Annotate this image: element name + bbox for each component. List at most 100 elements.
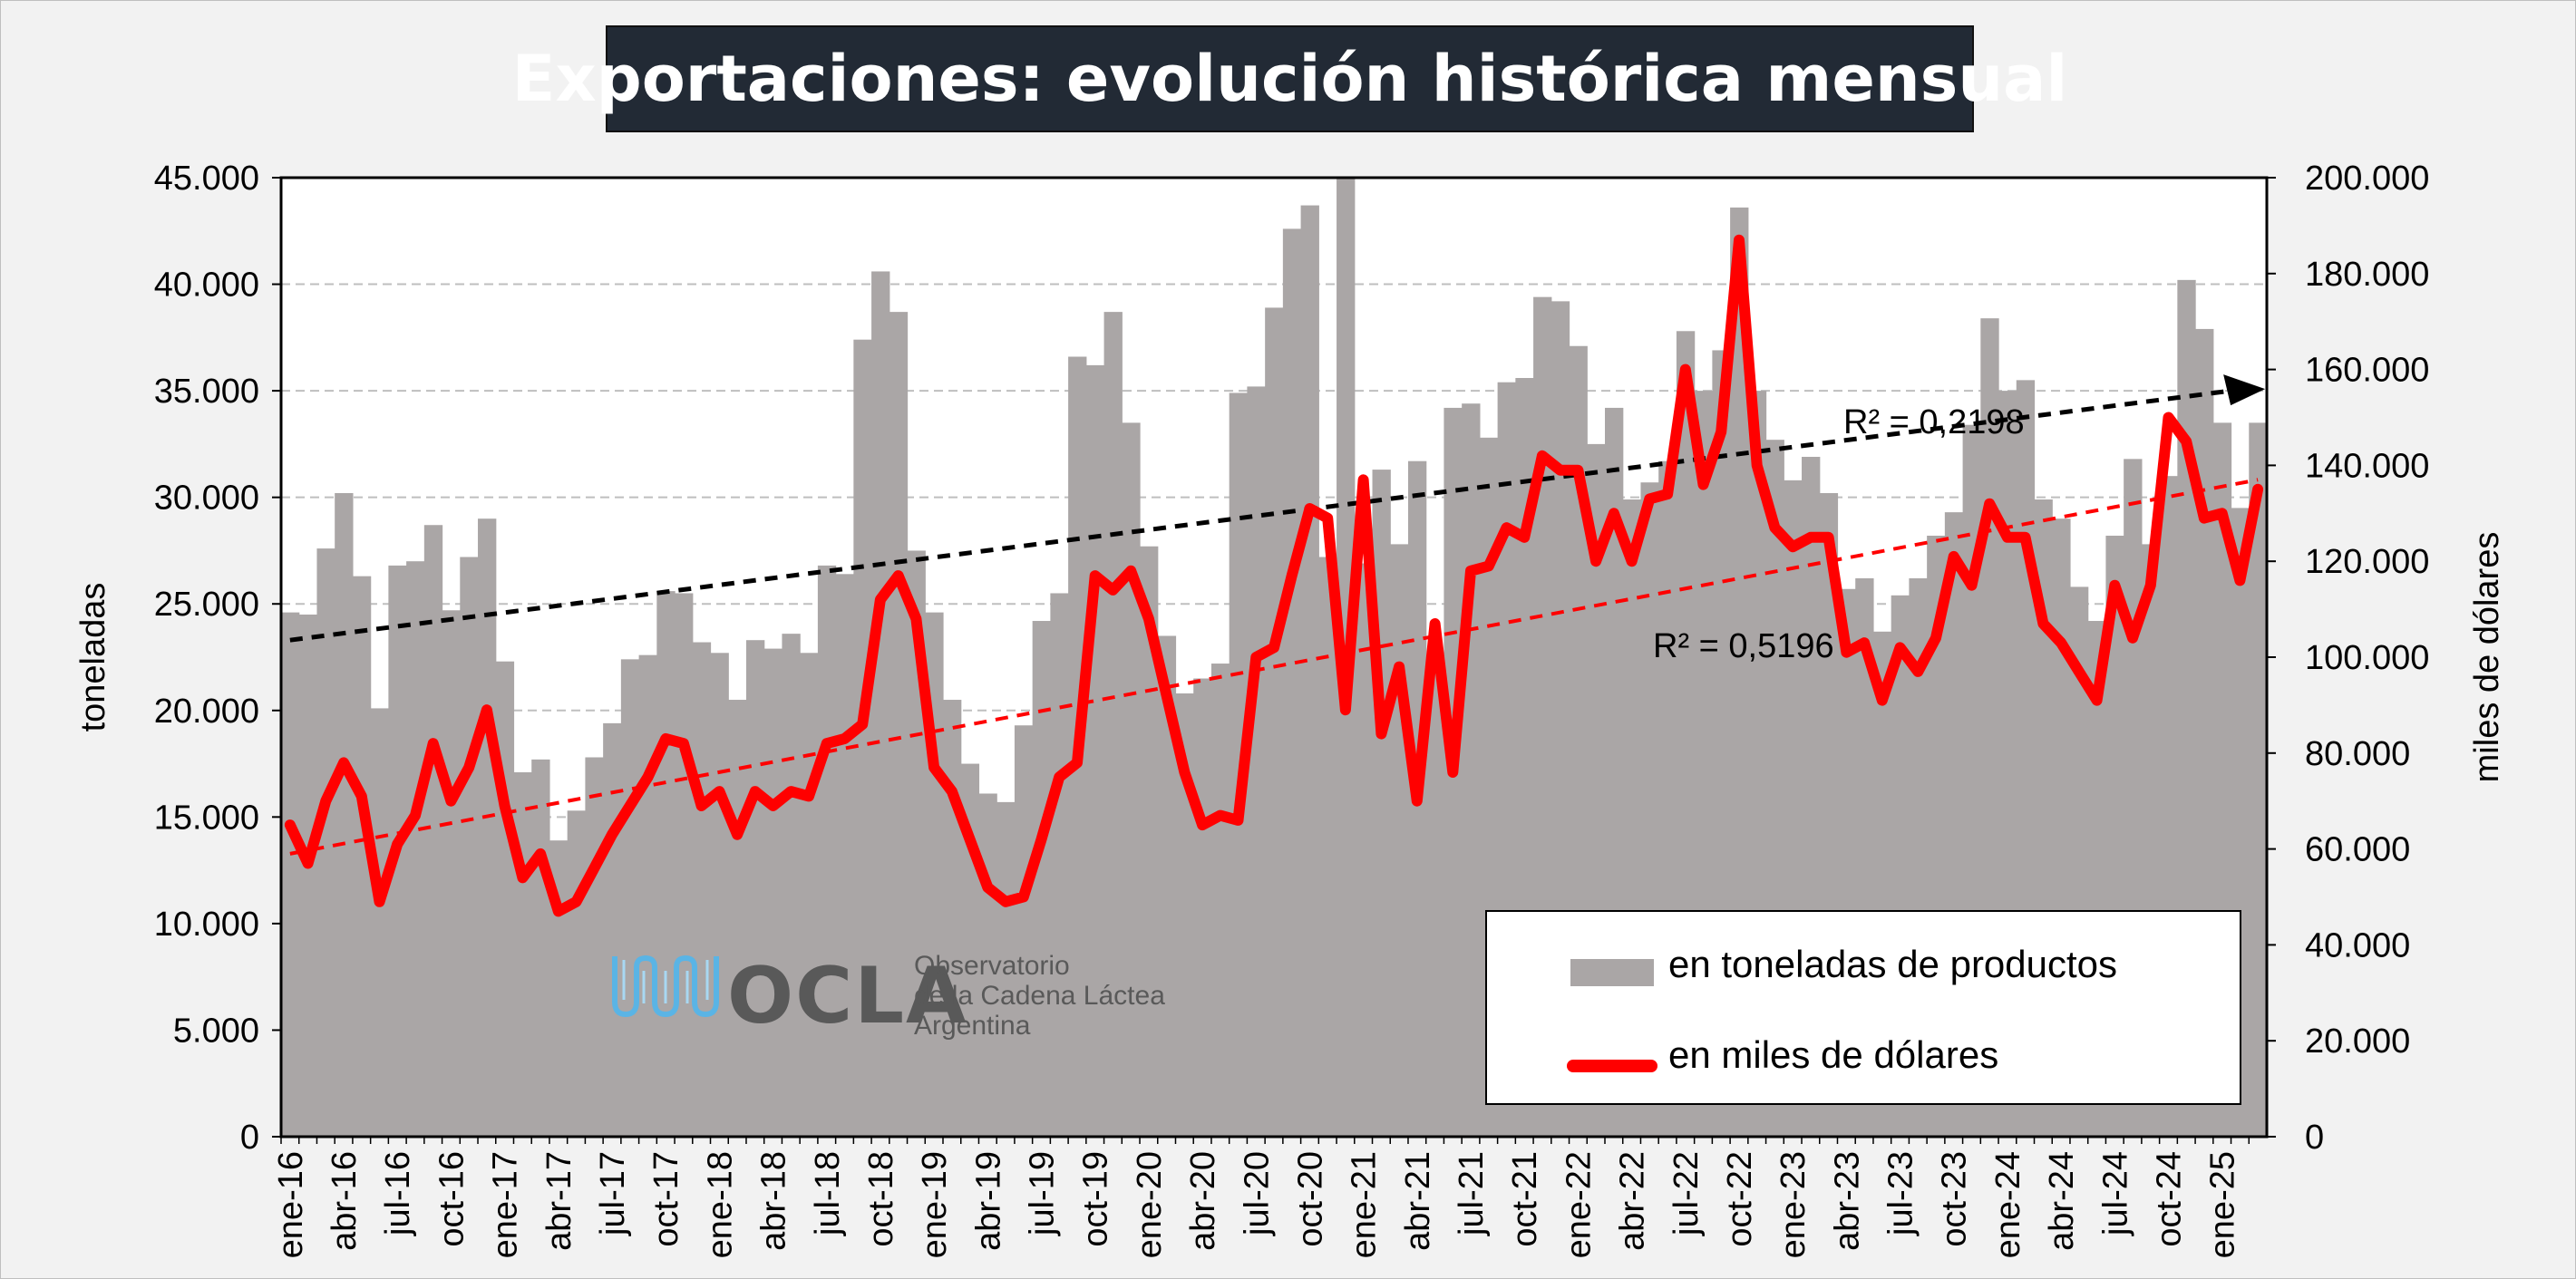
- logo-subtitle: Observatorio de la Cadena Láctea Argenti…: [914, 951, 1165, 1041]
- tonnage-bar: [710, 653, 729, 1137]
- logo-line-1: Observatorio: [914, 951, 1070, 981]
- dollars-point: [1809, 536, 1812, 538]
- dollars-point: [2167, 416, 2170, 419]
- dollars-point: [2202, 517, 2205, 519]
- right-tick-label: 120.000: [2305, 543, 2429, 581]
- dollars-point: [521, 877, 524, 879]
- dollars-point: [396, 843, 399, 846]
- dollars-point: [1881, 699, 1883, 702]
- tonnage-bar: [1103, 312, 1123, 1137]
- dollars-point: [432, 742, 434, 745]
- tonnage-bar: [1140, 546, 1159, 1137]
- tonnage-bar: [1014, 725, 1034, 1137]
- tonnage-bar: [1462, 403, 1481, 1137]
- tonnage-bar: [585, 757, 604, 1137]
- dollars-point: [628, 804, 631, 807]
- x-tick-label: abr-23: [1828, 1151, 1866, 1251]
- dollars-point: [1988, 502, 1991, 505]
- logo-wordmark: OCLA: [727, 951, 968, 1042]
- dollars-point: [1183, 770, 1186, 773]
- dollars-point: [1130, 569, 1132, 572]
- tonnage-bar: [1193, 678, 1212, 1137]
- dollars-point: [1667, 493, 1669, 496]
- legend: en toneladas de productos en miles de dó…: [1485, 910, 2241, 1105]
- dollars-point: [1541, 454, 1543, 457]
- dollars-point: [718, 790, 721, 793]
- dollars-point: [1398, 665, 1401, 668]
- dollars-point: [2114, 584, 2116, 586]
- x-tick-label: jul-21: [1453, 1151, 1491, 1236]
- tonnage-bar: [281, 612, 300, 1137]
- tonnage-bar: [675, 593, 694, 1137]
- tonnage-bar: [478, 518, 497, 1137]
- x-tick-label: oct-21: [1506, 1151, 1544, 1247]
- x-tick-label: ene-18: [701, 1151, 739, 1258]
- x-tick-label: jul-17: [594, 1151, 632, 1236]
- dollars-point: [1487, 565, 1490, 567]
- dollars-point: [2149, 584, 2152, 586]
- tonnage-bar: [1247, 386, 1266, 1137]
- x-tick-label: jul-24: [2096, 1151, 2134, 1236]
- title-banner: Exportaciones: evolución histórica mensu…: [512, 25, 2067, 132]
- tonnage-bar: [871, 271, 890, 1138]
- right-tick-label: 20.000: [2305, 1022, 2410, 1061]
- dollars-point: [808, 795, 811, 798]
- right-tick-label: 140.000: [2305, 447, 2429, 485]
- tonnage-bar: [763, 648, 783, 1137]
- tonnage-bar: [1032, 621, 1051, 1137]
- x-tick-label: abr-22: [1614, 1151, 1652, 1251]
- tonnage-bar: [370, 708, 389, 1137]
- tonnage-bar: [853, 339, 872, 1137]
- dollars-point: [1720, 431, 1723, 433]
- dollars-point: [1219, 814, 1221, 817]
- legend-label-tonnage: en toneladas de productos: [1668, 943, 2118, 985]
- dollars-point: [879, 598, 881, 601]
- dollars-point: [1774, 527, 1776, 529]
- dollars-point: [1075, 761, 1078, 764]
- tonnage-bar: [513, 771, 532, 1137]
- dollars-point: [2185, 440, 2188, 442]
- dollars-point: [1505, 527, 1508, 529]
- trend-label-dollars: R² = 0,5196: [1653, 627, 1834, 665]
- tonnage-bar: [1318, 557, 1337, 1137]
- tonnage-bar: [1175, 693, 1194, 1137]
- dollars-point: [1935, 636, 1937, 639]
- tonnage-bar: [298, 614, 318, 1137]
- x-tick-label: ene-20: [1131, 1151, 1169, 1258]
- left-axis-title: toneladas: [74, 583, 112, 732]
- ocla-logo: OCLA Observatorio de la Cadena Láctea Ar…: [609, 947, 1171, 1049]
- dollars-point: [611, 833, 613, 836]
- x-tick-label: oct-18: [862, 1151, 900, 1247]
- left-tick-label: 10.000: [154, 906, 259, 944]
- dollars-point: [360, 795, 363, 798]
- dollars-point: [1970, 584, 1973, 586]
- dollars-point: [1165, 694, 1168, 697]
- dollars-point: [1648, 498, 1651, 500]
- tonnage-bar: [495, 661, 515, 1137]
- dollars-point: [736, 833, 739, 836]
- legend-swatch-line: [1567, 1060, 1657, 1072]
- dollars-point: [306, 862, 309, 865]
- tonnage-bar: [1425, 670, 1445, 1137]
- tonnage-bar: [406, 561, 425, 1137]
- tonnage-bar: [567, 810, 587, 1137]
- dollars-point: [1863, 642, 1866, 644]
- x-tick-label: ene-21: [1346, 1151, 1384, 1258]
- dollars-point: [2132, 636, 2134, 639]
- x-tick-label: ene-19: [916, 1151, 954, 1258]
- x-tick-label: ene-16: [272, 1151, 310, 1258]
- dollars-point: [825, 742, 828, 745]
- dollars-point: [897, 575, 899, 577]
- dollars-point: [1255, 656, 1258, 658]
- dollars-point: [1737, 238, 1740, 241]
- x-tick-label: jul-22: [1667, 1151, 1706, 1236]
- right-axis-ticks: 0 20.000 40.000 60.000 80.000 100.000 120.000 1…: [2267, 160, 2429, 1157]
- x-tick-label: ene-25: [2204, 1151, 2242, 1258]
- dollars-point: [1470, 569, 1473, 572]
- right-tick-label: 40.000: [2305, 926, 2410, 964]
- dollars-point: [843, 737, 846, 740]
- x-tick-label: jul-20: [1238, 1151, 1276, 1236]
- dollars-point: [1917, 670, 1920, 673]
- x-tick-label: abr-21: [1399, 1151, 1437, 1251]
- logo-line-3: Argentina: [914, 1011, 1031, 1041]
